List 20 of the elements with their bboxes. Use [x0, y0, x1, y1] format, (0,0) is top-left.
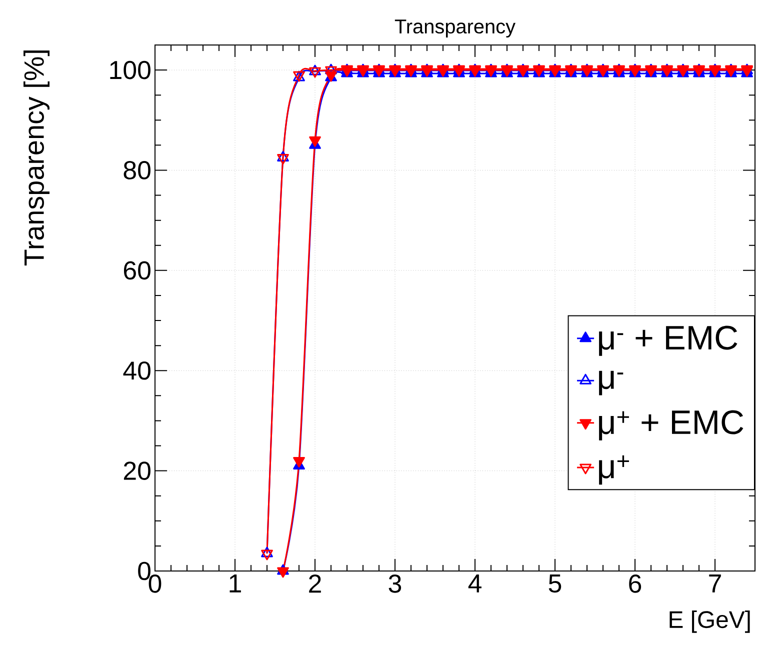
x-tick-label: 1: [230, 574, 241, 592]
x-axis-title: E [GeV]: [670, 610, 750, 633]
y-tick-label: 80: [124, 161, 150, 180]
y-axis-title: Transparency [%]: [24, 50, 50, 266]
legend-label: μ$^{+}$ + EMC: [599, 410, 744, 440]
x-tick-label: 7: [709, 574, 721, 592]
y-tick-label: 0: [138, 562, 150, 580]
legend-label: μ$^{-}$ + EMC: [599, 326, 738, 356]
y-tick-label: 20: [124, 462, 150, 480]
y-tick-label: 100: [110, 60, 150, 80]
x-tick-label: 3: [388, 574, 402, 593]
y-tick-label: 40: [123, 361, 150, 380]
x-tick-label: 5: [548, 574, 562, 593]
legend-label: μ$^{-}$: [599, 370, 624, 396]
x-tick-label: 2: [309, 574, 321, 593]
x-tick-label: 6: [629, 574, 642, 593]
x-tick-label: 4: [468, 574, 482, 592]
y-tick-label: 60: [124, 261, 150, 280]
legend-label: μ$^{+}$: [599, 455, 629, 485]
chart-title: Transparency: [394, 20, 516, 38]
